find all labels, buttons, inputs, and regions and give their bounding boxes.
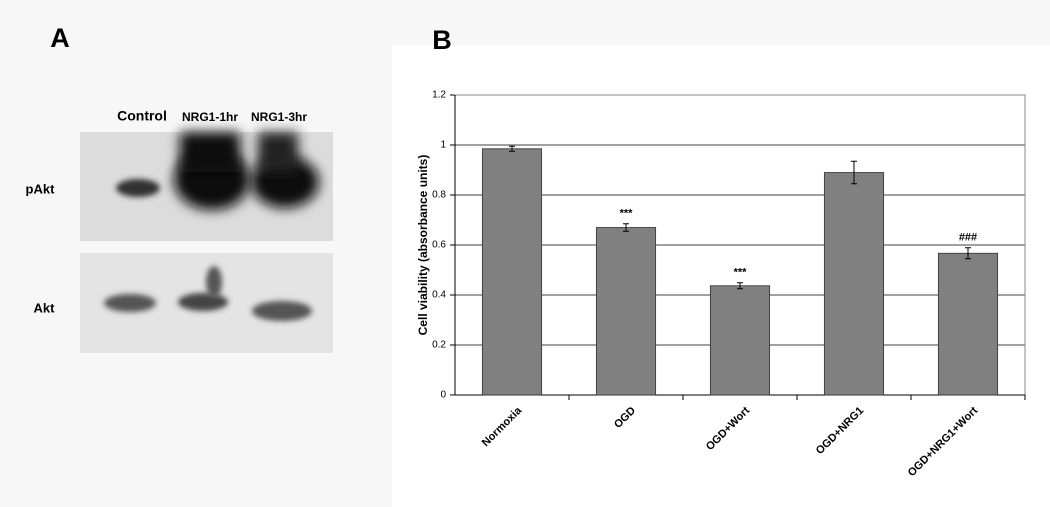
- panel-label: A: [50, 23, 70, 53]
- blot-akt: [80, 253, 333, 353]
- error-bar: [851, 160, 857, 185]
- panel-label: B: [432, 25, 452, 55]
- y-tick-label: 0.8: [432, 190, 446, 201]
- error-bar: [509, 145, 515, 152]
- y-tick-label: 0.2: [432, 340, 446, 351]
- bar: [823, 172, 885, 396]
- y-tick-label: 0.6: [432, 240, 446, 251]
- annotation: ###: [959, 232, 977, 244]
- bar: [709, 285, 771, 396]
- annotation: ***: [734, 267, 748, 279]
- bar: [595, 227, 657, 396]
- error-bar: [623, 223, 629, 232]
- y-tick-label: 0: [440, 390, 446, 401]
- lane-label: NRG1-1hr: [182, 110, 238, 124]
- error-bar: [965, 247, 971, 260]
- row-label: Akt: [34, 300, 56, 315]
- lane-label: Control: [117, 108, 167, 124]
- annotation: ***: [620, 208, 634, 220]
- y-tick-label: 1: [440, 140, 446, 151]
- blot-pakt: [80, 132, 333, 241]
- error-bar: [737, 282, 743, 290]
- bar: [937, 252, 999, 396]
- row-label: pAkt: [26, 181, 56, 196]
- bar: [481, 148, 543, 396]
- lane-label: NRG1-3hr: [251, 110, 307, 124]
- y-tick-label: 0.4: [432, 290, 446, 301]
- y-tick-label: 1.2: [432, 90, 446, 101]
- y-axis-label: Cell viability (absorbance units): [416, 155, 430, 336]
